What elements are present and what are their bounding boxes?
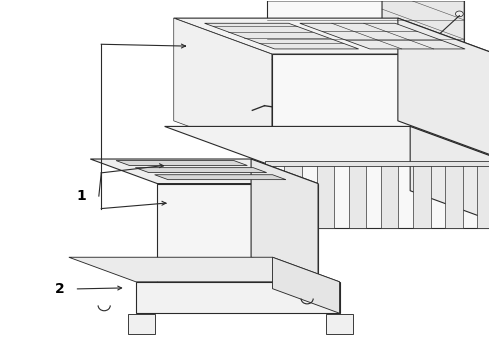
Polygon shape bbox=[155, 175, 286, 180]
Polygon shape bbox=[135, 168, 267, 172]
Polygon shape bbox=[272, 257, 340, 313]
Polygon shape bbox=[204, 23, 359, 49]
Polygon shape bbox=[266, 161, 490, 166]
Polygon shape bbox=[90, 159, 318, 184]
Polygon shape bbox=[398, 18, 490, 157]
Polygon shape bbox=[116, 161, 247, 166]
Polygon shape bbox=[174, 18, 272, 157]
Polygon shape bbox=[445, 164, 463, 228]
Polygon shape bbox=[381, 164, 398, 228]
Text: 1: 1 bbox=[77, 189, 87, 203]
Polygon shape bbox=[326, 314, 353, 334]
Polygon shape bbox=[136, 282, 340, 313]
Polygon shape bbox=[128, 314, 155, 334]
Polygon shape bbox=[267, 0, 464, 59]
Polygon shape bbox=[272, 54, 490, 157]
Polygon shape bbox=[300, 23, 465, 49]
Polygon shape bbox=[349, 164, 367, 228]
Polygon shape bbox=[477, 164, 490, 228]
Polygon shape bbox=[251, 159, 318, 282]
Polygon shape bbox=[157, 184, 318, 282]
Polygon shape bbox=[69, 257, 340, 282]
Circle shape bbox=[456, 11, 463, 17]
Text: 2: 2 bbox=[55, 282, 65, 296]
Polygon shape bbox=[382, 0, 464, 59]
Polygon shape bbox=[410, 126, 490, 228]
Polygon shape bbox=[165, 126, 490, 164]
Polygon shape bbox=[174, 18, 490, 54]
Polygon shape bbox=[413, 164, 431, 228]
Polygon shape bbox=[267, 164, 490, 228]
Polygon shape bbox=[317, 164, 334, 228]
Polygon shape bbox=[285, 164, 302, 228]
